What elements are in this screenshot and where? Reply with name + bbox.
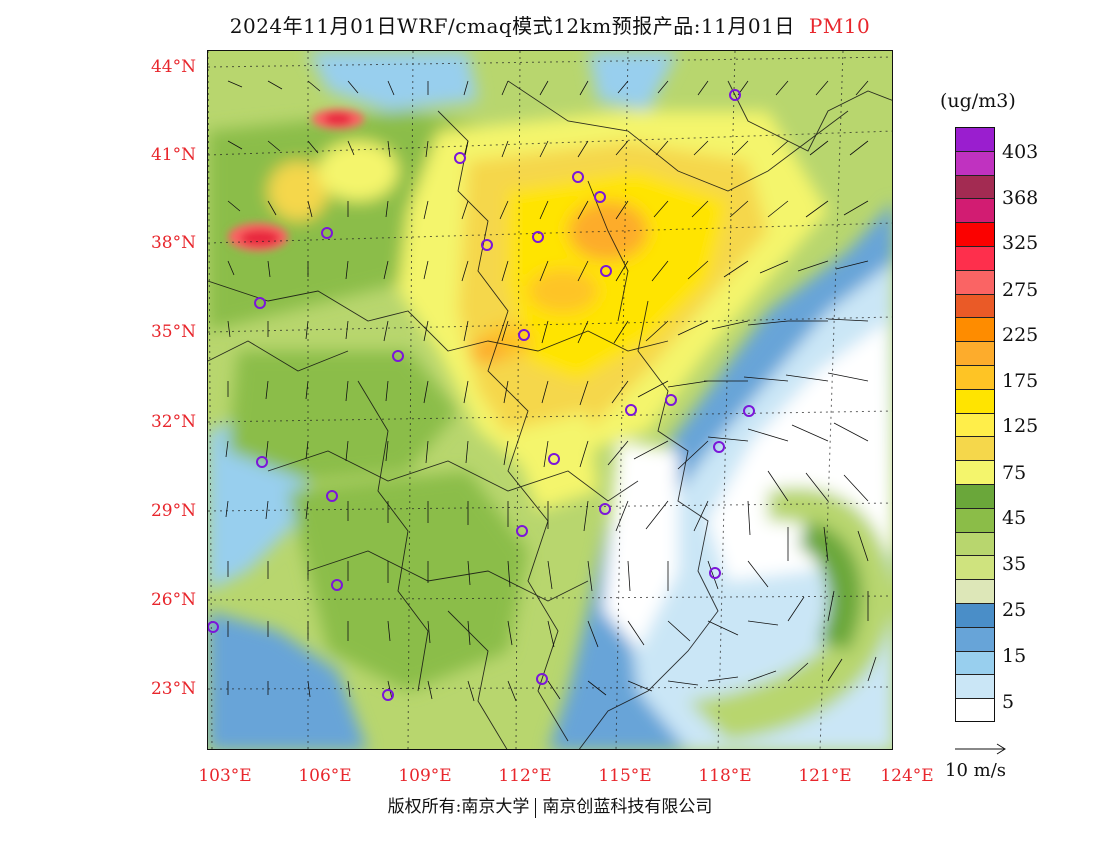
lon-label-109e: 109°E [398, 766, 452, 786]
lon-label-118e: 118°E [698, 766, 752, 786]
forecast-map [207, 50, 893, 750]
lat-label-41n: 41°N [150, 145, 196, 165]
legend-swatch [956, 484, 994, 509]
legend-tick: 325 [1002, 232, 1039, 254]
lon-label-106e: 106°E [298, 766, 352, 786]
legend-swatch [956, 532, 994, 557]
legend-swatch [956, 175, 994, 200]
lat-label-29n: 29°N [150, 501, 196, 521]
legend-tick: 5 [1002, 691, 1015, 713]
legend-tick: 275 [1002, 279, 1039, 301]
map-title: 2024年11月01日WRF/cmaq模式12km预报产品:11月01日 PM10 [0, 10, 1100, 39]
legend-swatch [956, 437, 994, 462]
legend-swatch [956, 365, 994, 390]
legend-tick: 35 [1002, 553, 1027, 575]
legend-tick: 75 [1002, 462, 1027, 484]
lat-label-38n: 38°N [150, 233, 196, 253]
legend-tick: 403 [1002, 141, 1039, 163]
legend-tick: 125 [1002, 415, 1039, 437]
reference-vector-arrow-icon [955, 743, 1006, 755]
copyright-line: 版权所有:南京大学 南京创蓝科技有限公司 [0, 792, 1100, 818]
copyright-company: 南京创蓝科技有限公司 [542, 797, 713, 817]
reference-vector-label: 10 m/s [945, 760, 1006, 781]
legend-swatch [956, 413, 994, 438]
lon-label-103e: 103°E [198, 766, 252, 786]
legend-swatch [956, 461, 994, 485]
title-variable: PM10 [808, 14, 871, 38]
legend-swatch [956, 151, 994, 176]
legend-tick: 175 [1002, 370, 1039, 392]
legend-unit: (ug/m3) [940, 90, 1016, 112]
legend-tick: 225 [1002, 324, 1039, 346]
legend-swatch [956, 128, 994, 152]
legend-swatch [956, 603, 994, 628]
pm10-field-layer [208, 51, 892, 749]
legend-color-bar [955, 127, 995, 722]
legend-swatch [956, 699, 994, 721]
legend-swatch [956, 556, 994, 581]
copyright-divider [535, 797, 537, 818]
legend-swatch [956, 342, 994, 366]
legend-swatch [956, 246, 994, 271]
legend-swatch [956, 389, 994, 414]
lat-label-32n: 32°N [150, 412, 196, 432]
lat-label-35n: 35°N [150, 322, 196, 342]
legend-tick: 25 [1002, 599, 1027, 621]
legend-swatch [956, 199, 994, 224]
legend-swatch [956, 223, 994, 247]
lat-label-23n: 23°N [150, 679, 196, 699]
legend-swatch [956, 651, 994, 676]
legend-swatch [956, 508, 994, 533]
lat-label-44n: 44°N [150, 57, 196, 77]
legend-swatch [956, 580, 994, 604]
legend-tick: 368 [1002, 187, 1039, 209]
lon-label-124e: 124°E [880, 766, 934, 786]
lon-label-112e: 112°E [498, 766, 552, 786]
lon-label-121e: 121°E [798, 766, 852, 786]
legend-tick: 15 [1002, 645, 1027, 667]
legend-swatch [956, 675, 994, 700]
legend-swatch [956, 627, 994, 652]
legend-swatch [956, 270, 994, 295]
legend-tick: 45 [1002, 507, 1027, 529]
copyright-owner: 版权所有:南京大学 [387, 797, 530, 817]
lon-label-115e: 115°E [598, 766, 652, 786]
title-main: 2024年11月01日WRF/cmaq模式12km预报产品:11月01日 [229, 14, 795, 38]
lat-label-26n: 26°N [150, 590, 196, 610]
legend-swatch [956, 318, 994, 343]
legend-swatch [956, 294, 994, 319]
